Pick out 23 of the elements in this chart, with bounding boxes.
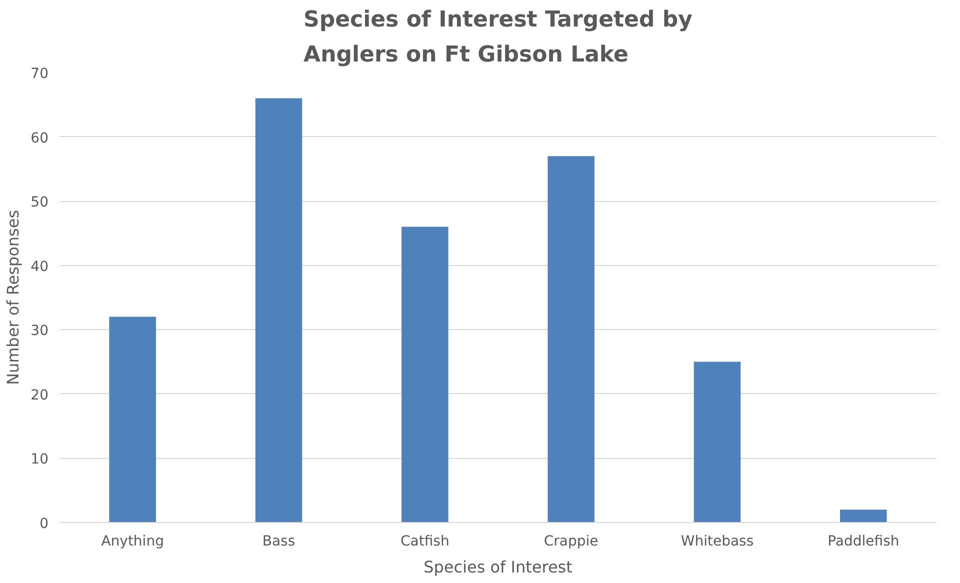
x-tick-label: Crappie: [544, 534, 598, 550]
bar: [109, 316, 156, 522]
y-tick-label: 50: [30, 194, 49, 211]
x-tick-label: Catfish: [400, 534, 450, 550]
y-tick-label: 60: [30, 130, 49, 146]
x-tick-label: Bass: [262, 534, 296, 550]
bar: [548, 156, 594, 522]
y-axis-title: Number of Responses: [4, 210, 23, 386]
y-tick-label: 20: [30, 387, 49, 404]
bar: [694, 362, 741, 522]
x-tick-label: Paddlefish: [828, 534, 900, 550]
y-tick-label: 30: [30, 323, 49, 340]
y-tick-label: 40: [30, 258, 49, 275]
x-axis-title: Species of Interest: [424, 558, 572, 576]
y-tick-label: 10: [30, 452, 49, 468]
chart-title: Species of Interest Targeted by Anglers on Ft Gibson Lake: [304, 8, 692, 68]
bar: [840, 510, 887, 522]
y-tick-label: 0: [40, 516, 49, 532]
bar: [402, 226, 448, 522]
x-tick-label: Whitebass: [680, 534, 754, 550]
bar: [255, 98, 302, 522]
y-tick-label: 70: [30, 66, 49, 82]
x-tick-label: Anything: [101, 534, 164, 550]
